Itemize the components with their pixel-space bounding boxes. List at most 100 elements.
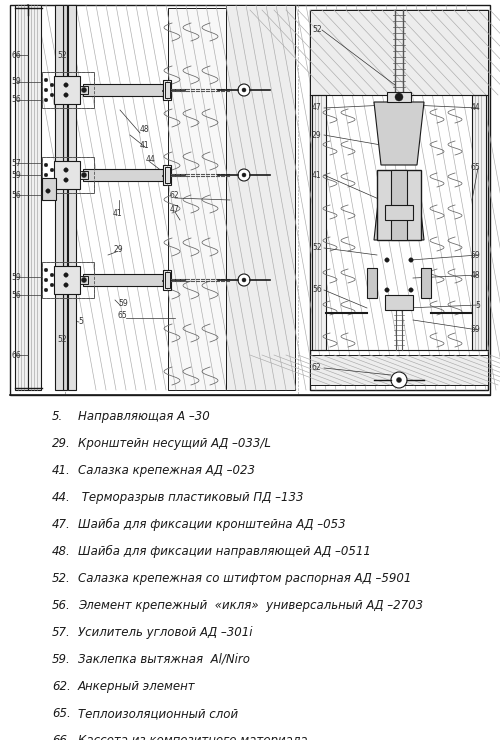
Circle shape [44,278,48,282]
Bar [165,167,170,183]
Text: Элемент крепежный  «икля»  универсальный АД –2703: Элемент крепежный «икля» универсальный А… [78,599,423,612]
Text: 59.: 59. [52,653,71,666]
Bar [367,268,377,298]
Text: 65: 65 [470,164,480,172]
Text: 41: 41 [140,141,149,149]
Text: Кассета из композитного материала: Кассета из композитного материала [78,734,308,740]
Text: 44: 44 [470,104,480,112]
Circle shape [64,168,68,172]
Bar [163,270,171,290]
Text: Усилитель угловой АД –301i: Усилитель угловой АД –301i [78,626,252,639]
Bar [165,82,170,98]
Bar [163,80,171,100]
Text: Салазка крепежная со штифтом распорная АД –5901: Салазка крепежная со штифтом распорная А… [78,572,411,585]
Text: 57.: 57. [52,626,71,639]
Bar [310,10,488,390]
Polygon shape [24,5,32,8]
Bar [80,86,88,94]
Text: 65.: 65. [52,707,71,720]
Circle shape [238,169,250,181]
Polygon shape [374,102,424,165]
Bar [310,10,488,95]
Text: 65: 65 [118,312,128,320]
Bar [312,95,326,350]
Text: 52.: 52. [52,572,71,585]
Circle shape [46,189,50,193]
Text: 41.: 41. [52,464,71,477]
Circle shape [82,278,86,283]
Circle shape [44,173,48,177]
Bar [80,171,88,179]
Circle shape [396,377,402,383]
Text: 59: 59 [470,326,480,334]
Text: 41: 41 [312,170,322,180]
Text: 44: 44 [146,155,156,164]
Circle shape [50,283,54,287]
Text: 59: 59 [11,272,21,281]
Text: 29: 29 [312,130,322,140]
Bar [80,276,88,284]
Bar [421,268,431,298]
Circle shape [409,288,413,292]
Circle shape [44,98,48,102]
Text: Кронштейн несущий АД –033/L: Кронштейн несущий АД –033/L [78,437,271,450]
Text: 56: 56 [11,291,21,300]
Text: Заклепка вытяжная  Al/Niro: Заклепка вытяжная Al/Niro [78,653,250,666]
Bar [63,5,67,390]
Text: 62: 62 [170,192,179,201]
Bar [385,205,413,220]
Bar [168,8,226,390]
Text: 47: 47 [312,104,322,112]
Text: 56: 56 [11,95,21,104]
Text: 52: 52 [57,52,66,61]
Bar [15,5,28,390]
Text: 41: 41 [113,209,122,218]
Bar [42,178,56,200]
Text: 56: 56 [312,286,322,295]
Text: Анкерный элемент: Анкерный элемент [78,680,196,693]
Bar [42,72,94,108]
Text: 66: 66 [11,50,21,59]
Text: 5: 5 [78,317,83,326]
Text: 59: 59 [118,298,128,308]
Circle shape [64,178,68,182]
Bar [391,170,407,240]
Text: 59: 59 [11,170,21,180]
Circle shape [391,372,407,388]
Circle shape [50,168,54,172]
Circle shape [409,258,413,262]
Circle shape [44,164,48,166]
Bar [42,262,94,298]
Circle shape [64,92,68,97]
Bar [10,5,490,395]
Circle shape [44,88,48,92]
Bar [83,84,163,96]
Bar [55,5,63,390]
Bar [54,266,80,294]
Circle shape [242,173,246,177]
Bar [42,157,94,193]
Text: 5: 5 [475,300,480,309]
Text: Салазка крепежная АД –023: Салазка крепежная АД –023 [78,464,255,477]
Text: 48: 48 [470,271,480,280]
Text: 66: 66 [11,351,21,360]
Bar [385,295,413,310]
Circle shape [44,268,48,272]
Bar [387,92,411,102]
Circle shape [238,274,250,286]
Circle shape [50,83,54,87]
Text: 59: 59 [470,251,480,260]
Circle shape [50,273,54,277]
Circle shape [242,278,246,282]
Text: 48: 48 [140,126,149,135]
Text: 5.: 5. [52,410,63,423]
Bar [68,5,76,390]
Text: 44.: 44. [52,491,71,504]
Text: 47.: 47. [52,518,71,531]
Text: 52: 52 [312,243,322,252]
Text: 59: 59 [11,78,21,87]
Bar [163,165,171,185]
Circle shape [64,283,68,287]
Text: 62: 62 [312,363,322,372]
Circle shape [385,258,389,262]
